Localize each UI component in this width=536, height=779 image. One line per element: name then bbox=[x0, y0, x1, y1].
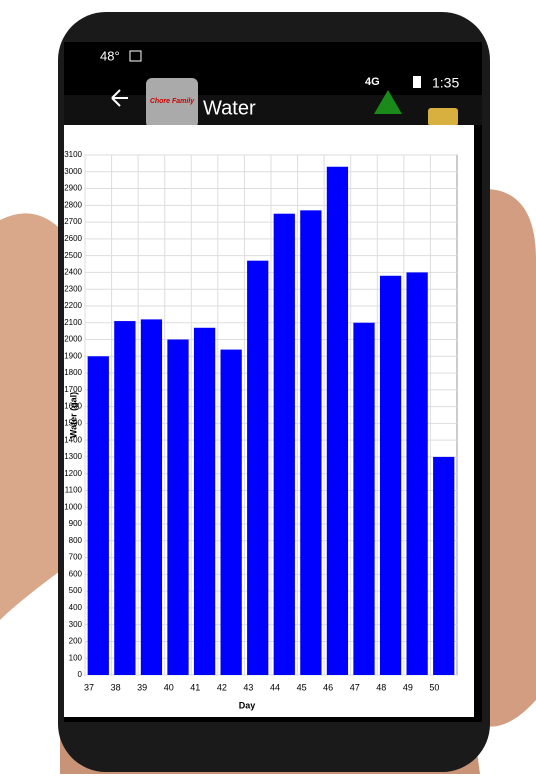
y-tick-label: 100 bbox=[69, 653, 83, 662]
y-tick-label: 2000 bbox=[64, 335, 82, 344]
bar bbox=[379, 275, 402, 675]
hand-left bbox=[0, 213, 75, 621]
bar bbox=[326, 166, 349, 675]
x-tick-label: 42 bbox=[217, 682, 227, 692]
y-tick-label: 1400 bbox=[64, 435, 82, 444]
y-tick-label: 1700 bbox=[64, 385, 82, 394]
y-tick-label: 600 bbox=[69, 569, 83, 578]
y-tick-label: 2300 bbox=[64, 284, 82, 293]
y-tick-label: 2900 bbox=[64, 184, 82, 193]
status-network: 4G bbox=[365, 76, 380, 88]
bar bbox=[87, 356, 109, 675]
bar bbox=[220, 349, 242, 675]
x-tick-label: 46 bbox=[323, 682, 333, 692]
y-tick-label: 800 bbox=[69, 536, 83, 545]
y-tick-label: 3000 bbox=[64, 167, 82, 176]
y-tick-label: 700 bbox=[69, 553, 83, 562]
y-tick-label: 2400 bbox=[64, 268, 82, 277]
y-tick-label: 2600 bbox=[64, 234, 82, 243]
x-tick-label: 37 bbox=[84, 682, 94, 692]
bar bbox=[140, 319, 163, 675]
x-tick-label: 49 bbox=[403, 682, 413, 692]
bar bbox=[193, 327, 216, 675]
bar bbox=[167, 339, 189, 675]
y-tick-label: 400 bbox=[69, 603, 83, 612]
battery-icon bbox=[413, 76, 421, 88]
x-tick-label: 50 bbox=[429, 682, 439, 692]
y-tick-label: 1300 bbox=[64, 452, 82, 461]
back-button[interactable] bbox=[111, 89, 128, 107]
x-tick-label: 44 bbox=[270, 682, 280, 692]
y-tick-label: 2200 bbox=[64, 301, 82, 310]
y-axis-title: Water (gal) bbox=[68, 392, 78, 438]
x-tick-label: 39 bbox=[137, 682, 147, 692]
x-tick-label: 45 bbox=[297, 682, 307, 692]
bar bbox=[247, 260, 269, 675]
app-bar bbox=[64, 95, 482, 125]
bar bbox=[273, 213, 295, 676]
app-logo-text: Chore Family bbox=[150, 98, 195, 105]
y-tick-label: 200 bbox=[69, 637, 83, 646]
bar bbox=[114, 321, 136, 675]
y-tick-label: 0 bbox=[78, 670, 83, 679]
y-tick-label: 300 bbox=[69, 620, 83, 629]
y-tick-label: 2100 bbox=[64, 318, 82, 327]
x-tick-label: 40 bbox=[164, 682, 174, 692]
y-tick-label: 1600 bbox=[64, 402, 82, 411]
app-logo bbox=[146, 78, 198, 128]
x-tick-label: 48 bbox=[376, 682, 386, 692]
y-tick-label: 2700 bbox=[64, 217, 82, 226]
chart: Day Water (gal) 0 100 200 300 400 500 600 700 80… bbox=[64, 150, 458, 710]
y-tick-label: 1100 bbox=[65, 486, 83, 495]
y-tick-label: 1200 bbox=[64, 469, 82, 478]
y-tick-label: 2500 bbox=[64, 251, 82, 260]
menu-button[interactable] bbox=[428, 108, 458, 126]
bar bbox=[353, 322, 375, 675]
y-tick-label: 2800 bbox=[64, 200, 82, 209]
y-tick-label: 900 bbox=[69, 519, 83, 528]
warning-button[interactable] bbox=[374, 90, 402, 114]
y-tick-label: 1800 bbox=[64, 368, 82, 377]
x-axis-title: Day bbox=[239, 700, 256, 710]
status-icon bbox=[129, 50, 142, 62]
x-tick-label: 41 bbox=[190, 682, 200, 692]
x-tick-label: 43 bbox=[243, 682, 253, 692]
x-tick-label: 38 bbox=[111, 682, 121, 692]
status-time: 1:35 bbox=[432, 75, 459, 91]
status-temperature: 48° bbox=[100, 48, 120, 63]
app-title: Water bbox=[203, 97, 256, 119]
y-tick-label: 1900 bbox=[64, 351, 82, 360]
y-tick-label: 1500 bbox=[64, 418, 82, 427]
y-tick-label: 3100 bbox=[64, 150, 82, 159]
bar bbox=[433, 456, 455, 675]
x-tick-label: 47 bbox=[350, 682, 360, 692]
y-tick-label: 500 bbox=[69, 586, 83, 595]
bar bbox=[300, 210, 322, 675]
bar bbox=[406, 272, 428, 675]
y-tick-label: 1000 bbox=[64, 502, 82, 511]
